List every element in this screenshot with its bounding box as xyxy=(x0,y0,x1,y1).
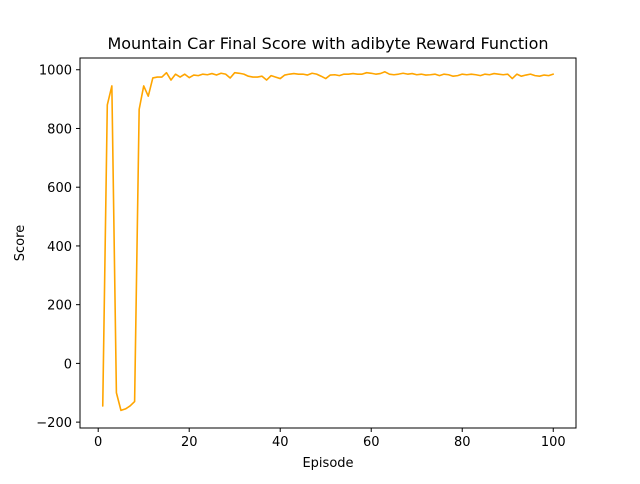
y-tick-label: 200 xyxy=(47,299,72,314)
plot-frame xyxy=(79,57,577,429)
x-tick-label: 0 xyxy=(94,435,102,450)
y-tick-label: 800 xyxy=(47,122,72,137)
x-axis: 0 20 40 60 80 100 xyxy=(94,428,566,450)
x-tick-label: 60 xyxy=(363,435,380,450)
x-tick-label: 40 xyxy=(272,435,289,450)
y-axis: −200 0 200 400 600 800 1000 xyxy=(36,64,80,431)
plot-area: 0 20 40 60 80 100 −200 0 200 400 600 800 1000 xyxy=(36,57,577,450)
series-line xyxy=(101,71,555,412)
x-tick-label: 100 xyxy=(541,435,566,450)
x-axis-label: Episode xyxy=(302,456,353,471)
y-tick-label: −200 xyxy=(36,416,72,431)
chart-title: Mountain Car Final Score with adibyte Re… xyxy=(107,34,548,53)
series-layer xyxy=(101,71,555,412)
y-tick-label: 0 xyxy=(64,357,72,372)
y-tick-label: 1000 xyxy=(39,64,72,79)
x-tick-label: 20 xyxy=(181,435,198,450)
x-tick-label: 80 xyxy=(454,435,471,450)
y-tick-label: 600 xyxy=(47,181,72,196)
y-axis-label: Score xyxy=(13,225,28,261)
y-tick-label: 400 xyxy=(47,240,72,255)
